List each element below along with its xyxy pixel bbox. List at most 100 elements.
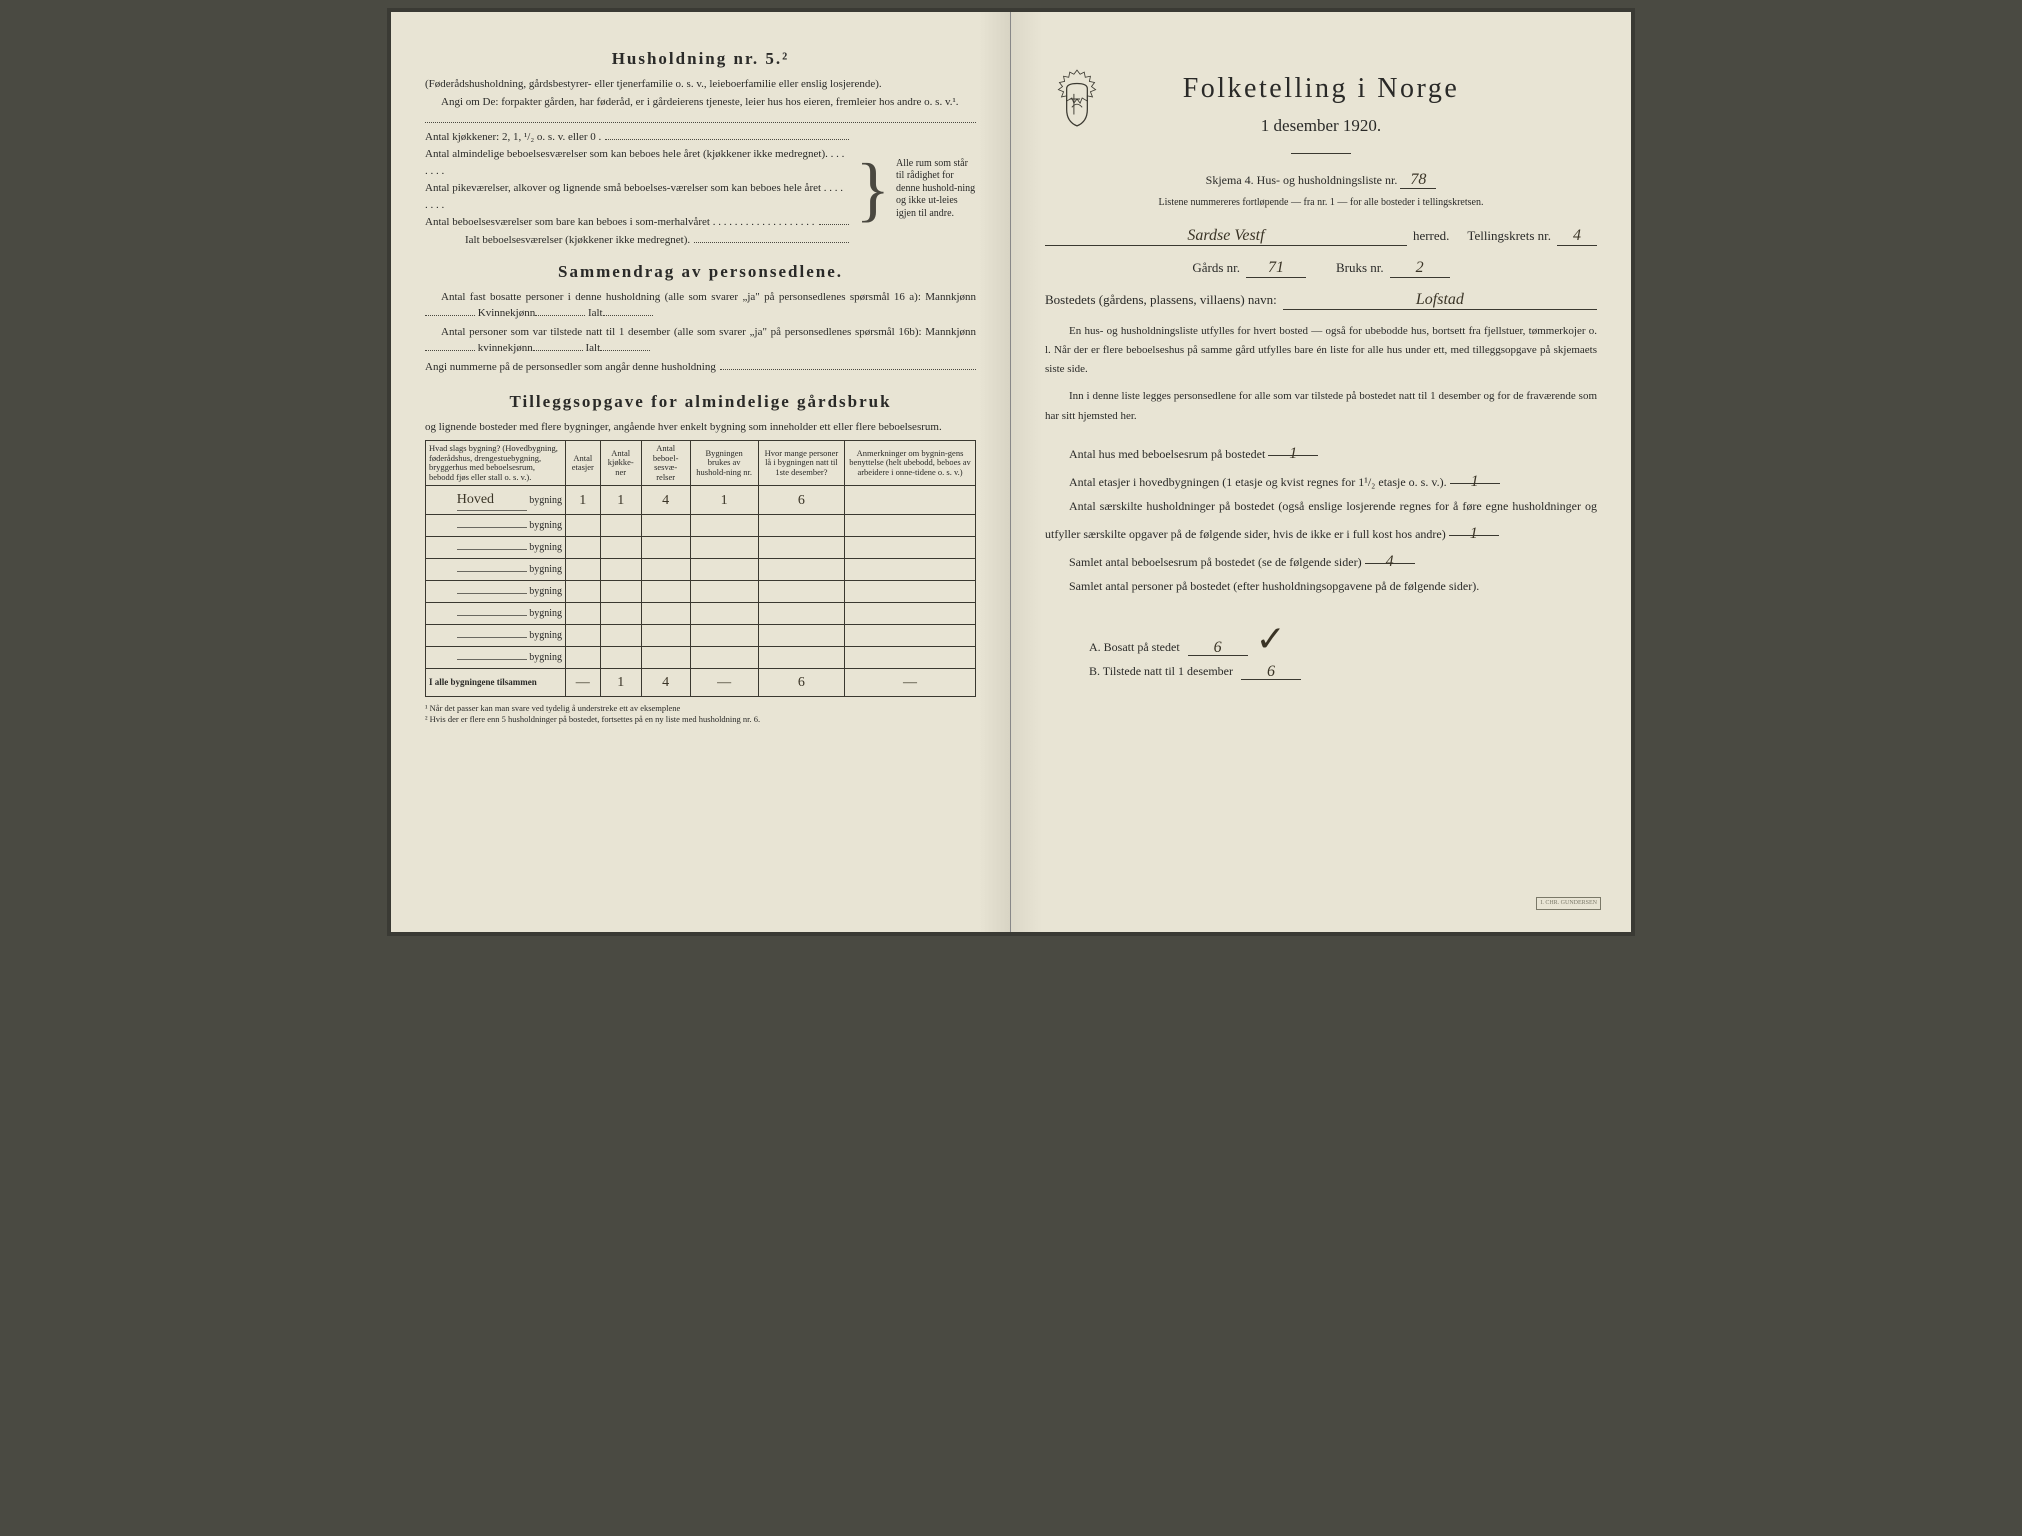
row-suffix: bygning bbox=[529, 564, 562, 575]
q5: Samlet antal personer på bostedet (efter… bbox=[1045, 574, 1597, 598]
total2-label: Ialt bbox=[586, 342, 601, 354]
heading-tillegg: Tilleggsopgave for almindelige gårdsbruk bbox=[425, 389, 976, 415]
a-label: A. Bosatt på stedet bbox=[1089, 638, 1180, 656]
row-suffix: bygning bbox=[529, 495, 562, 506]
bosted-value: Lofstad bbox=[1283, 288, 1597, 310]
male-label: Mannkjønn bbox=[925, 291, 976, 303]
page-right: Folketelling i Norge 1 desember 1920. Sk… bbox=[1011, 12, 1631, 932]
bruks-nr: 2 bbox=[1390, 256, 1450, 278]
crest-icon bbox=[1051, 68, 1103, 130]
total-label: Ialt bbox=[588, 307, 603, 319]
kitchens-label: Antal kjøkkener: 2, 1, ¹/₂ o. s. v. elle… bbox=[425, 129, 601, 146]
q1-text: Antal hus med beboelsesrum på bostedet bbox=[1069, 447, 1265, 461]
q1-val: 1 bbox=[1268, 438, 1318, 456]
page-left: Husholdning nr. 5.² (Føderådshusholdning… bbox=[391, 12, 1011, 932]
rooms-summer: Antal beboelsesværelser som bare kan beb… bbox=[425, 214, 815, 231]
summary-2: Antal personer som var tilstede natt til… bbox=[425, 324, 976, 357]
footnotes: ¹ Når det passer kan man svare ved tydel… bbox=[425, 703, 976, 724]
col-etasjer: Antal etasjer bbox=[566, 441, 601, 486]
intro-2: Angi om De: forpakter gården, har føderå… bbox=[425, 94, 976, 111]
heading-household: Husholdning nr. 5.² bbox=[425, 46, 976, 72]
building-table: Hvad slags bygning? (Hovedbygning, føder… bbox=[425, 440, 976, 697]
checkmark-icon: ✓ bbox=[1256, 612, 1286, 666]
para-2: Inn i denne liste legges personsedlene f… bbox=[1045, 387, 1597, 426]
female2-label: kvinnekjønn bbox=[478, 342, 533, 354]
row-suffix: bygning bbox=[529, 630, 562, 641]
q3: Antal særskilte husholdninger på bostede… bbox=[1045, 494, 1597, 546]
q3-text: Antal særskilte husholdninger på bostede… bbox=[1045, 499, 1597, 541]
heading-summary: Sammendrag av personsedlene. bbox=[425, 259, 976, 285]
table-row: bygning bbox=[426, 581, 976, 603]
sum1-text: Antal fast bosatte personer i denne hush… bbox=[441, 291, 921, 303]
cell: 1 bbox=[566, 486, 601, 515]
footnote-2: ² Hvis der er flere enn 5 husholdninger … bbox=[425, 714, 976, 725]
table-row: bygning bbox=[426, 647, 976, 669]
col-personer: Hvor mange personer lå i bygningen natt … bbox=[758, 441, 844, 486]
total-cell: — bbox=[845, 669, 976, 697]
bosted-label: Bostedets (gårdens, plassens, villaens) … bbox=[1045, 290, 1277, 310]
col-kjokkener: Antal kjøkke-ner bbox=[600, 441, 641, 486]
total-cell: 1 bbox=[600, 669, 641, 697]
q2: Antal etasjer i hovedbygningen (1 etasje… bbox=[1045, 466, 1597, 494]
total-cell: 4 bbox=[641, 669, 690, 697]
q2-text: Antal etasjer i hovedbygningen (1 etasje… bbox=[1069, 475, 1447, 489]
sum2-text: Antal personer som var tilstede natt til… bbox=[441, 326, 922, 338]
divider bbox=[1291, 153, 1351, 154]
row-b: B. Tilstede natt til 1 desember 6 bbox=[1089, 660, 1597, 680]
tillegg-sub: og lignende bosteder med flere bygninger… bbox=[425, 419, 976, 436]
table-body: Hoved bygning 1 1 4 1 6 bygning bygning … bbox=[426, 486, 976, 697]
q3-val: 1 bbox=[1449, 518, 1499, 536]
total-cell: — bbox=[566, 669, 601, 697]
table-row: bygning bbox=[426, 625, 976, 647]
table-row: Hoved bygning 1 1 4 1 6 bbox=[426, 486, 976, 515]
herred-label: herred. bbox=[1413, 226, 1449, 246]
tkrets-nr: 4 bbox=[1557, 224, 1597, 246]
col-type: Hvad slags bygning? (Hovedbygning, føder… bbox=[426, 441, 566, 486]
row-suffix: bygning bbox=[529, 652, 562, 663]
table-total-row: I alle bygningene tilsammen — 1 4 — 6 — bbox=[426, 669, 976, 697]
total-row-label: I alle bygningene tilsammen bbox=[426, 669, 566, 697]
male2-label: Mannkjønn bbox=[925, 326, 976, 338]
listene-note: Listene nummereres fortløpende — fra nr.… bbox=[1045, 195, 1597, 210]
total-cell: — bbox=[690, 669, 758, 697]
herred-value: Sardse Vestf bbox=[1045, 224, 1407, 246]
sub-date: 1 desember 1920. bbox=[1045, 113, 1597, 139]
rooms-all-year: Antal almindelige beboelsesværelser som … bbox=[425, 146, 845, 179]
rooms-small: Antal pikeværelser, alkover og lignende … bbox=[425, 180, 845, 213]
herred-row: Sardse Vestf herred. Tellingskrets nr. 4 bbox=[1045, 224, 1597, 246]
row1-label: Hoved bbox=[457, 489, 527, 511]
bosted-row: Bostedets (gårdens, plassens, villaens) … bbox=[1045, 288, 1597, 310]
female-label: Kvinnekjønn bbox=[478, 307, 535, 319]
tkrets-label: Tellingskrets nr. bbox=[1467, 226, 1551, 246]
gards-row: Gårds nr. 71 Bruks nr. 2 bbox=[1045, 256, 1597, 278]
q4-val: 4 bbox=[1365, 546, 1415, 564]
footnote-1: ¹ Når det passer kan man svare ved tydel… bbox=[425, 703, 976, 714]
cell: 1 bbox=[600, 486, 641, 515]
col-beboelse: Antal beboel-sesvæ-relser bbox=[641, 441, 690, 486]
cell: 1 bbox=[690, 486, 758, 515]
printer-stamp: I. CHR. GUNDERSEN bbox=[1536, 897, 1601, 910]
gards-nr: 71 bbox=[1246, 256, 1306, 278]
row-suffix: bygning bbox=[529, 520, 562, 531]
total-cell: 6 bbox=[758, 669, 844, 697]
table-row: bygning bbox=[426, 559, 976, 581]
sum3-text: Angi nummerne på de personsedler som ang… bbox=[425, 359, 716, 376]
summary-1: Antal fast bosatte personer i denne hush… bbox=[425, 289, 976, 322]
rooms-lines: Antal kjøkkener: 2, 1, ¹/₂ o. s. v. elle… bbox=[425, 129, 849, 250]
summary-3: Angi nummerne på de personsedler som ang… bbox=[425, 359, 976, 376]
bruks-label: Bruks nr. bbox=[1336, 258, 1384, 278]
document-spread: Husholdning nr. 5.² (Føderådshusholdning… bbox=[387, 8, 1635, 936]
a-val: 6 bbox=[1188, 636, 1248, 656]
skjema-nr: 78 bbox=[1400, 171, 1436, 189]
brace-icon: } bbox=[855, 153, 890, 225]
blank-line bbox=[425, 113, 976, 123]
rooms-section: Antal kjøkkener: 2, 1, ¹/₂ o. s. v. elle… bbox=[425, 129, 976, 250]
row-suffix: bygning bbox=[529, 542, 562, 553]
row-suffix: bygning bbox=[529, 586, 562, 597]
row-suffix: bygning bbox=[529, 608, 562, 619]
cell bbox=[845, 486, 976, 515]
cell: 4 bbox=[641, 486, 690, 515]
table-row: bygning bbox=[426, 603, 976, 625]
brace-note: Alle rum som står til rådighet for denne… bbox=[896, 158, 976, 221]
q4: Samlet antal beboelsesrum på bostedet (s… bbox=[1045, 546, 1597, 574]
